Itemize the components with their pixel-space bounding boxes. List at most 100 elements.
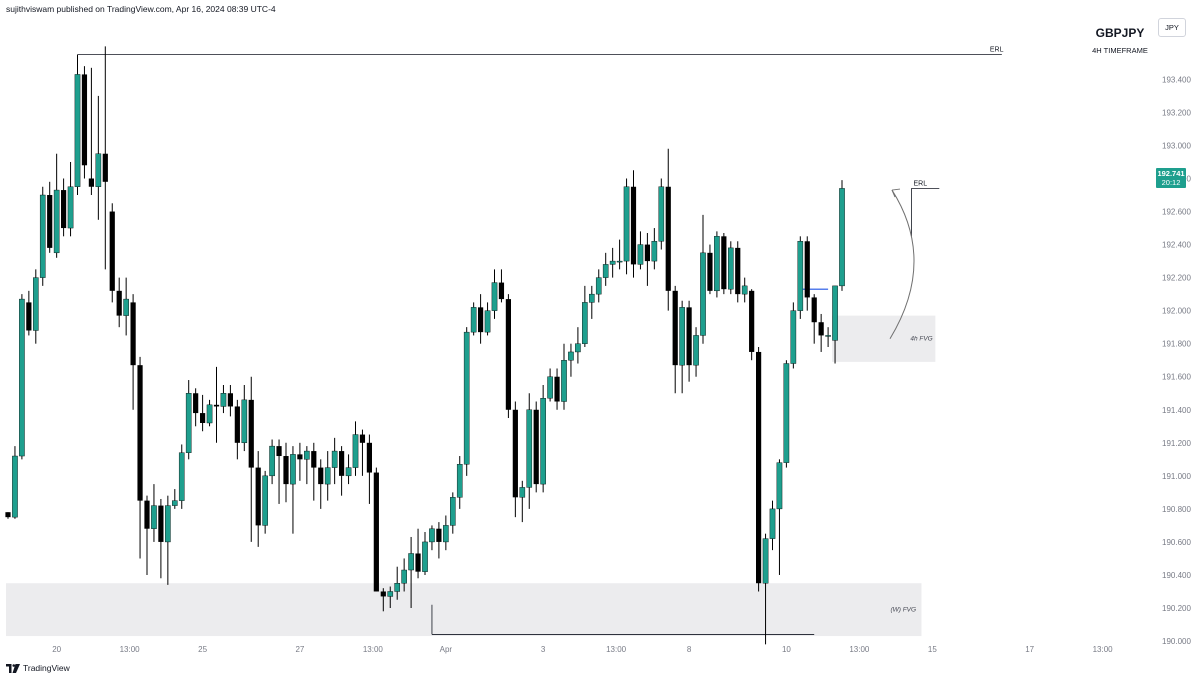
candle (415, 528, 421, 579)
candle-body (797, 241, 804, 311)
time-tick-label: 15 (928, 645, 937, 654)
candle-body (255, 467, 261, 526)
candle (352, 421, 359, 476)
candle-body (470, 307, 477, 333)
candle-body (721, 236, 727, 290)
candle-body (61, 190, 67, 229)
candle (116, 277, 122, 328)
candle-body (700, 252, 706, 336)
candle (283, 442, 289, 503)
candle (825, 327, 831, 347)
candle (568, 343, 574, 377)
candle-body (769, 508, 776, 539)
candle (651, 228, 658, 270)
time-tick-label: 17 (1025, 645, 1034, 654)
candle-body (749, 290, 755, 352)
candle (304, 446, 310, 485)
candle-body (165, 505, 171, 543)
candle-body (248, 399, 254, 468)
candle-body (290, 454, 296, 485)
candle (811, 294, 817, 344)
candle-body (345, 467, 352, 477)
candle-body (387, 591, 394, 597)
candle-body (422, 541, 428, 572)
candle (589, 285, 595, 319)
curved-arrow (889, 189, 915, 339)
candle-body (116, 290, 122, 316)
time-tick-label: Apr (440, 645, 453, 654)
price-tick-label: 191.200 (1162, 439, 1191, 448)
candle (728, 241, 734, 295)
time-tick-label: 20 (52, 645, 61, 654)
candle-body (241, 399, 248, 444)
candle-body (123, 298, 129, 316)
time-tick-label: 8 (687, 645, 692, 654)
candle (178, 444, 185, 509)
candle-body (109, 211, 115, 291)
candle (478, 294, 484, 344)
price-tick-label: 191.400 (1162, 406, 1191, 415)
candle (637, 231, 644, 270)
candle (533, 401, 539, 493)
candle (297, 442, 303, 481)
candle-body (339, 451, 345, 476)
candle (171, 489, 178, 509)
candle (185, 380, 192, 460)
candle (227, 384, 233, 417)
candle (401, 558, 407, 592)
erl-right-label: ERL (914, 180, 928, 187)
candle (359, 429, 366, 476)
candle-body (185, 393, 192, 453)
candle (206, 399, 213, 427)
candle-body (130, 302, 136, 366)
candle-body (463, 331, 470, 465)
candle-body (401, 569, 407, 584)
candle-body (206, 404, 213, 424)
candle (248, 376, 254, 542)
candle (470, 302, 477, 336)
candle-body (318, 467, 324, 485)
candle (456, 456, 463, 509)
candle (790, 302, 797, 369)
candle-body (644, 244, 650, 262)
candle-body (220, 393, 227, 407)
currency-button[interactable]: JPY (1158, 18, 1186, 37)
candle (269, 439, 275, 485)
candle (5, 512, 11, 519)
erl-top-label: ERL (990, 47, 1004, 54)
candle (741, 277, 748, 303)
candle-body (679, 307, 685, 366)
brand-name: TradingView (23, 663, 70, 673)
tradingview-brand[interactable]: TradingView (6, 663, 70, 673)
candle-body (283, 456, 289, 485)
candle (262, 470, 268, 534)
bar-countdown: 20:12 (1161, 178, 1181, 187)
candle-body (665, 186, 671, 291)
candle-body (672, 290, 678, 366)
candle-body (193, 393, 199, 414)
candle (450, 492, 456, 534)
candle-body (19, 298, 25, 457)
candle (345, 454, 352, 485)
candle (484, 302, 491, 336)
candle-body (498, 282, 505, 300)
candles-layer (5, 46, 845, 645)
candle-body (74, 74, 81, 187)
time-axis: 20 13:00 25 27 13:00 Apr 3 13:00 8 10 13:00 15 17 13:… (52, 645, 1113, 654)
candle (672, 285, 678, 394)
candle-body (394, 583, 401, 592)
candle-body (366, 442, 372, 473)
candle-body (234, 406, 240, 443)
candle-body (790, 310, 797, 364)
candle-body (595, 277, 602, 295)
candle (769, 500, 776, 551)
price-tick-label: 193.400 (1162, 75, 1191, 84)
candle-body (484, 310, 491, 333)
candle (693, 327, 699, 377)
zones-layer (6, 315, 936, 637)
candle-body (200, 413, 206, 423)
candle (818, 313, 824, 352)
candle (67, 161, 74, 237)
